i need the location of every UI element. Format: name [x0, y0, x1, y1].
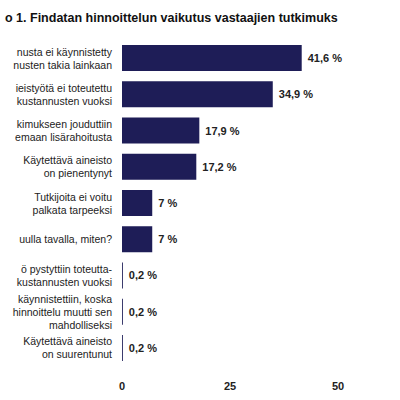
svg-text:ö pystyttiin toteutta-: ö pystyttiin toteutta-: [21, 263, 113, 275]
svg-text:mahdolliseksi: mahdolliseksi: [49, 319, 112, 331]
svg-text:kimukseen jouduttiin: kimukseen jouduttiin: [17, 118, 112, 130]
svg-text:Käytettävä aineisto: Käytettävä aineisto: [23, 154, 112, 166]
svg-text:34,9 %: 34,9 %: [279, 88, 313, 100]
svg-text:Tutkijoita ei voitu: Tutkijoita ei voitu: [34, 191, 112, 203]
svg-text:7 %: 7 %: [158, 233, 177, 245]
svg-text:50: 50: [332, 380, 344, 392]
svg-text:7 %: 7 %: [158, 197, 177, 209]
svg-text:nusta ei käynnistetty: nusta ei käynnistetty: [17, 46, 113, 58]
svg-text:emaan lisärahoitusta: emaan lisärahoitusta: [15, 131, 112, 143]
svg-text:palkata tarpeeksi: palkata tarpeeksi: [33, 204, 112, 216]
svg-text:Käytettävä aineisto: Käytettävä aineisto: [23, 335, 112, 347]
svg-text:nusten takia lainkaan: nusten takia lainkaan: [13, 59, 112, 71]
svg-text:0,2 %: 0,2 %: [129, 342, 157, 354]
svg-text:25: 25: [224, 380, 236, 392]
svg-text:ieistyötä ei toteutettu: ieistyötä ei toteutettu: [16, 82, 112, 94]
svg-text:käynnistettiin, koska: käynnistettiin, koska: [18, 293, 112, 305]
svg-text:kustannusten vuoksi: kustannusten vuoksi: [17, 95, 112, 107]
svg-text:on suurentunut: on suurentunut: [42, 348, 112, 360]
svg-text:kustannusten vuoksi: kustannusten vuoksi: [17, 276, 112, 288]
svg-text:17,2 %: 17,2 %: [202, 161, 236, 173]
svg-text:hinnoittelu muutti sen: hinnoittelu muutti sen: [13, 306, 112, 318]
svg-text:41,6 %: 41,6 %: [308, 52, 342, 64]
svg-text:0,2 %: 0,2 %: [129, 306, 157, 318]
svg-text:o 1. Findatan hinnoittelun vai: o 1. Findatan hinnoittelun vaikutus vast…: [5, 11, 338, 25]
svg-text:17,9 %: 17,9 %: [205, 125, 239, 137]
svg-text:0,2 %: 0,2 %: [129, 269, 157, 281]
svg-text:0: 0: [119, 380, 125, 392]
svg-text:on pienentynyt: on pienentynyt: [44, 167, 112, 179]
svg-text:uulla tavalla, miten?: uulla tavalla, miten?: [19, 233, 112, 245]
